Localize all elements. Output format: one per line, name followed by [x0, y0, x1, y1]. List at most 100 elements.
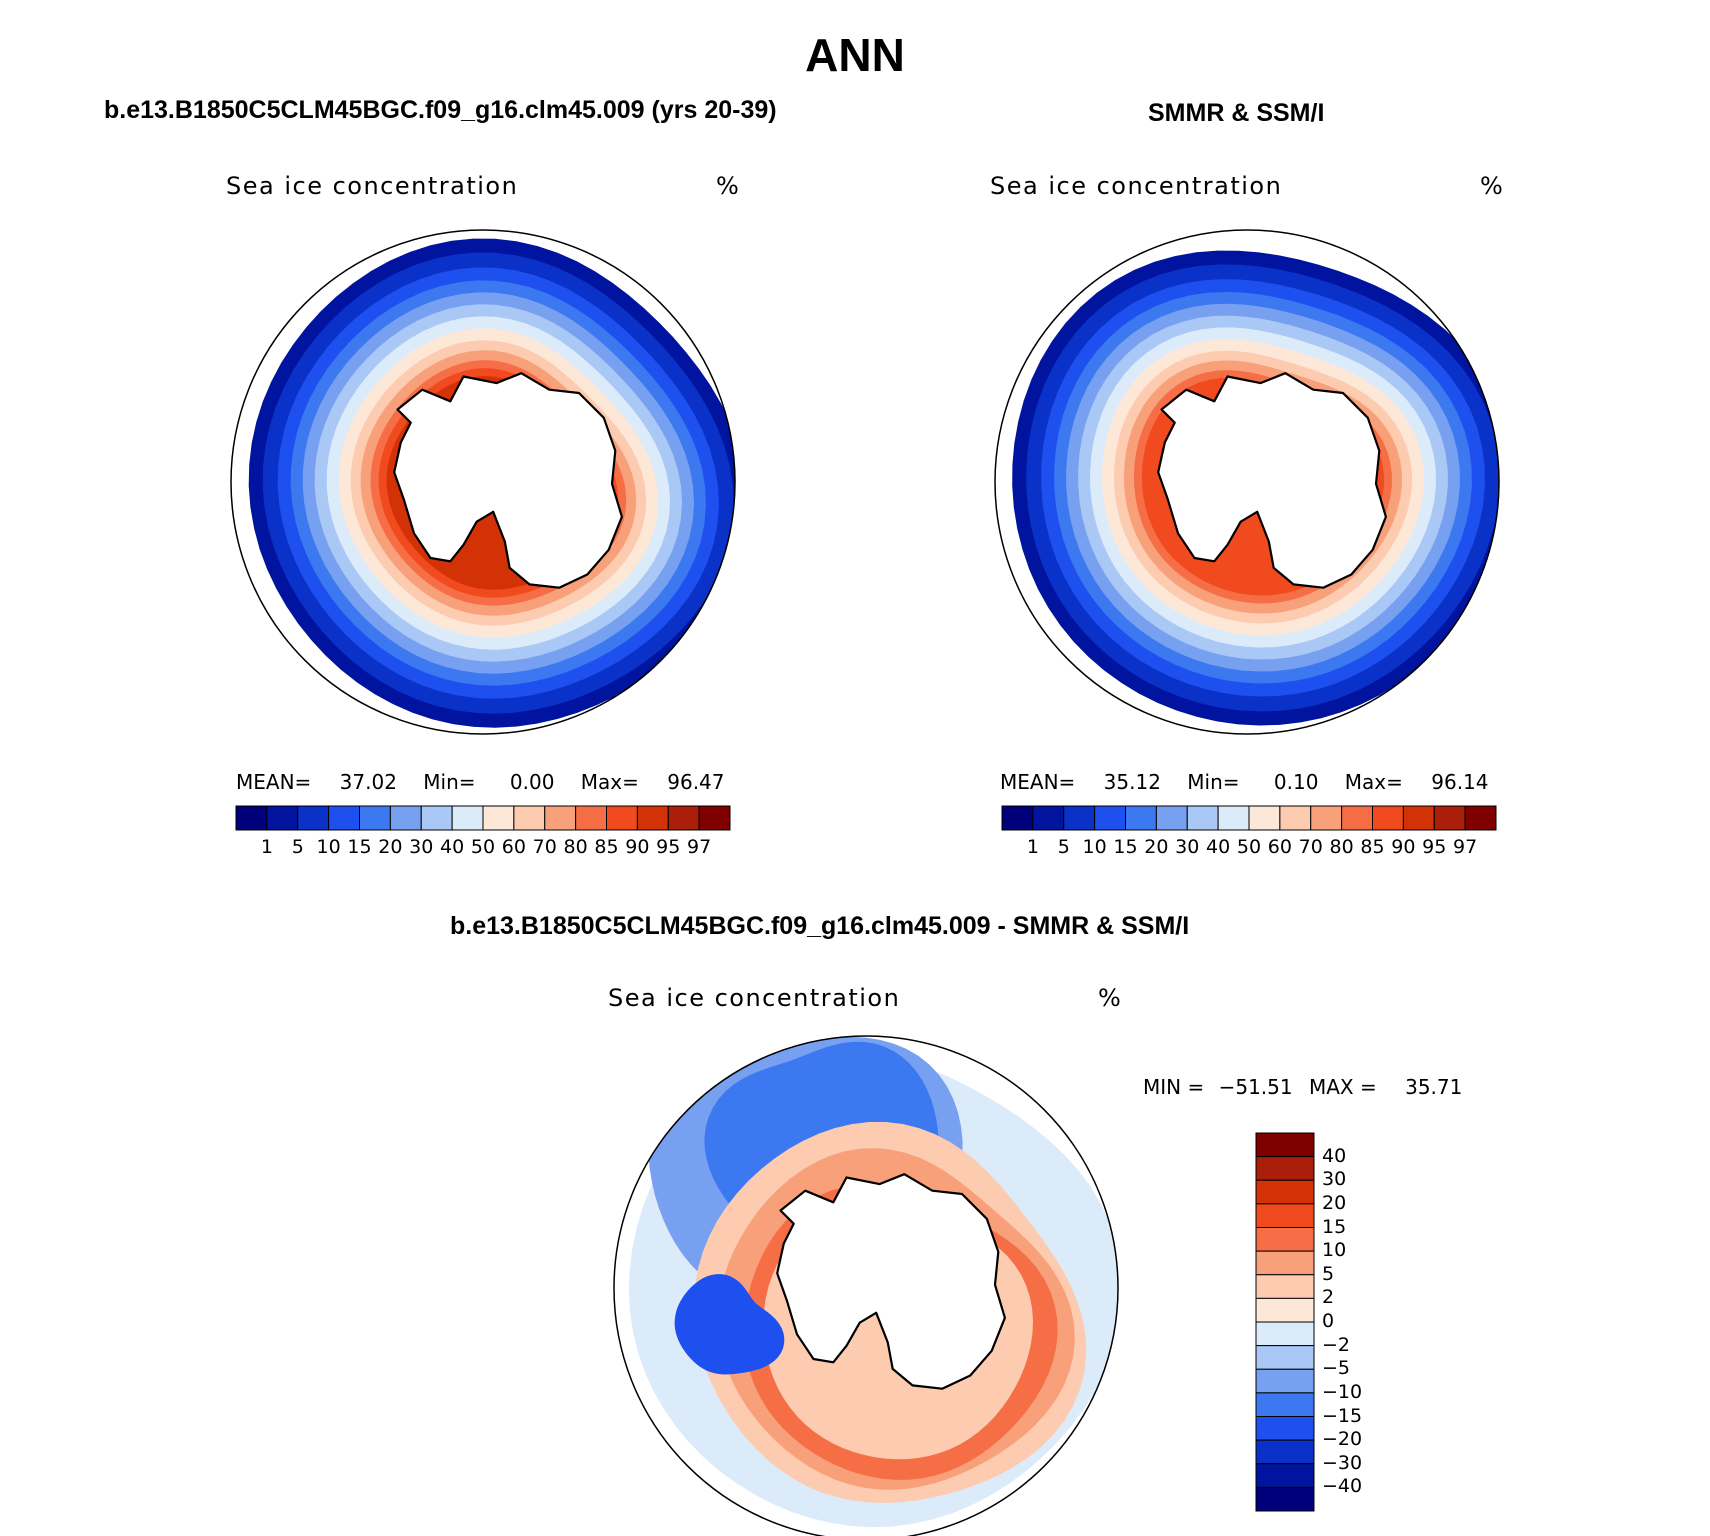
colorbar-tick-label: −15 [1322, 1404, 1363, 1427]
colorbar-swatch [297, 805, 330, 831]
diff-max-value: 35.71 [1405, 1075, 1463, 1099]
colorbar-swatch [1310, 805, 1343, 831]
antarctica-coastline [1157, 372, 1387, 589]
colorbar-tick-label: 30 [409, 836, 434, 858]
left-variable-label: Sea ice concentration [226, 172, 519, 200]
colorbar-tick-label: 80 [563, 836, 588, 858]
colorbar-swatch [544, 805, 577, 831]
colorbar-swatch [1255, 1486, 1315, 1512]
colorbar-tick-label: 20 [1322, 1191, 1347, 1214]
colorbar-tick-label: 1 [1026, 836, 1039, 858]
colorbar-tick-label: 1 [260, 836, 273, 858]
colorbar-swatch [1255, 1416, 1315, 1441]
map-boundary [613, 1035, 1119, 1536]
colorbar-tick-label: −20 [1322, 1428, 1363, 1451]
colorbar-swatch [1094, 805, 1126, 831]
diff-panel-heading: b.e13.B1850C5CLM45BGC.f09_g16.clm45.009 … [450, 912, 1190, 940]
colorbar-swatch [1464, 805, 1497, 831]
colorbar-swatch [1255, 1345, 1315, 1370]
colorbar-swatch [389, 805, 422, 831]
right-min-value: 0.10 [1273, 770, 1319, 794]
colorbar-swatch [1372, 805, 1404, 831]
left-min-label: Min= [423, 770, 476, 794]
colorbar-tick-label: −30 [1322, 1451, 1363, 1474]
right-stats: MEAN= 35.12 Min= 0.10 Max= 96.14 [1000, 770, 1489, 794]
colorbar-tick-label: 15 [347, 836, 372, 858]
colorbar-tick-label: 15 [1113, 836, 1138, 858]
colorbar-tick-label: 97 [687, 836, 712, 858]
left-max-value: 96.47 [667, 770, 725, 794]
colorbar-tick-label: 20 [1144, 836, 1169, 858]
diff-min-value: −51.51 [1218, 1075, 1293, 1099]
colorbar-tick-label: 50 [470, 836, 496, 858]
colorbar-tick-label: 2 [1322, 1286, 1335, 1309]
colorbar-tick-label: 60 [1267, 836, 1292, 858]
colorbar-swatch [667, 805, 700, 831]
colorbar-tick-label: 40 [1322, 1144, 1347, 1167]
colorbar-swatch [420, 805, 453, 831]
left-max-label: Max= [580, 770, 639, 794]
right-min-label: Min= [1187, 770, 1240, 794]
colorbar-tick-label: 80 [1329, 836, 1354, 858]
colorbar-swatch [1279, 805, 1312, 831]
colorbar-tick-label: 97 [1453, 836, 1478, 858]
colorbar-tick-label: 15 [1322, 1215, 1347, 1238]
colorbar-tick-label: 90 [1391, 836, 1416, 858]
colorbar-swatch [575, 805, 607, 831]
colorbar-tick-label: 95 [656, 836, 681, 858]
colorbar-tick-label: −5 [1322, 1357, 1351, 1380]
colorbar-tick-label: 50 [1236, 836, 1262, 858]
colorbar-swatch [636, 805, 669, 831]
colorbar-tick-label: 5 [1057, 836, 1070, 858]
diff-variable-label: Sea ice concentration [608, 984, 901, 1012]
colorbar-swatch [1402, 805, 1435, 831]
colorbar-tick-label: 60 [501, 836, 526, 858]
diff-min-label: MIN = [1143, 1075, 1205, 1099]
right-variable-label: Sea ice concentration [990, 172, 1283, 200]
left-mean-label: MEAN= [236, 770, 312, 794]
colorbar-swatch [1255, 1179, 1315, 1205]
colorbar-swatch [1032, 805, 1065, 831]
colorbar-swatch [1341, 805, 1373, 831]
colorbar-swatch [1255, 1274, 1315, 1299]
colorbar-tick-label: 85 [594, 836, 619, 858]
colorbar-swatch [359, 805, 391, 831]
left-polar-map [230, 229, 736, 735]
colorbar-tick-label: 70 [1298, 836, 1323, 858]
diff-polar-map [613, 1035, 1119, 1536]
colorbar-tick-label: 0 [1322, 1310, 1335, 1332]
right-polar-map [994, 229, 1500, 735]
difference-band [674, 1274, 785, 1375]
colorbar-tick-label: 5 [1322, 1262, 1335, 1285]
colorbar-tick-label: 40 [1206, 836, 1231, 858]
diff-colorbar [1255, 1132, 1315, 1512]
colorbar-tick-label: −40 [1322, 1475, 1363, 1498]
colorbar-swatch [1155, 805, 1188, 831]
colorbar-tick-label: 70 [532, 836, 557, 858]
left-units-label: % [716, 172, 741, 200]
map-boundary [230, 229, 736, 735]
colorbar-swatch [451, 805, 484, 831]
left-min-value: 0.00 [509, 770, 555, 794]
right-panel-heading: SMMR & SSM/I [1148, 99, 1325, 127]
colorbar-swatch [698, 805, 731, 831]
colorbar-swatch [606, 805, 638, 831]
right-colorbar [1001, 805, 1497, 831]
colorbar-tick-label: 40 [440, 836, 465, 858]
colorbar-tick-label: 30 [1175, 836, 1200, 858]
colorbar-tick-label: 10 [1082, 836, 1107, 858]
colorbar-swatch [1063, 805, 1096, 831]
left-panel-heading: b.e13.B1850C5CLM45BGC.f09_g16.clm45.009 … [104, 96, 777, 124]
right-units-label: % [1480, 172, 1505, 200]
colorbar-tick-label: 10 [1322, 1239, 1347, 1262]
colorbar-swatch [328, 805, 360, 831]
diff-stats: MIN = −51.51 MAX = 35.71 [1143, 1075, 1462, 1099]
colorbar-swatch [1255, 1439, 1315, 1465]
colorbar-swatch [1255, 1203, 1315, 1228]
figure-title: ANN [805, 29, 905, 81]
colorbar-swatch [1255, 1392, 1315, 1417]
colorbar-swatch [1255, 1250, 1315, 1276]
colorbar-tick-label: 95 [1422, 836, 1447, 858]
colorbar-swatch [1248, 805, 1281, 831]
